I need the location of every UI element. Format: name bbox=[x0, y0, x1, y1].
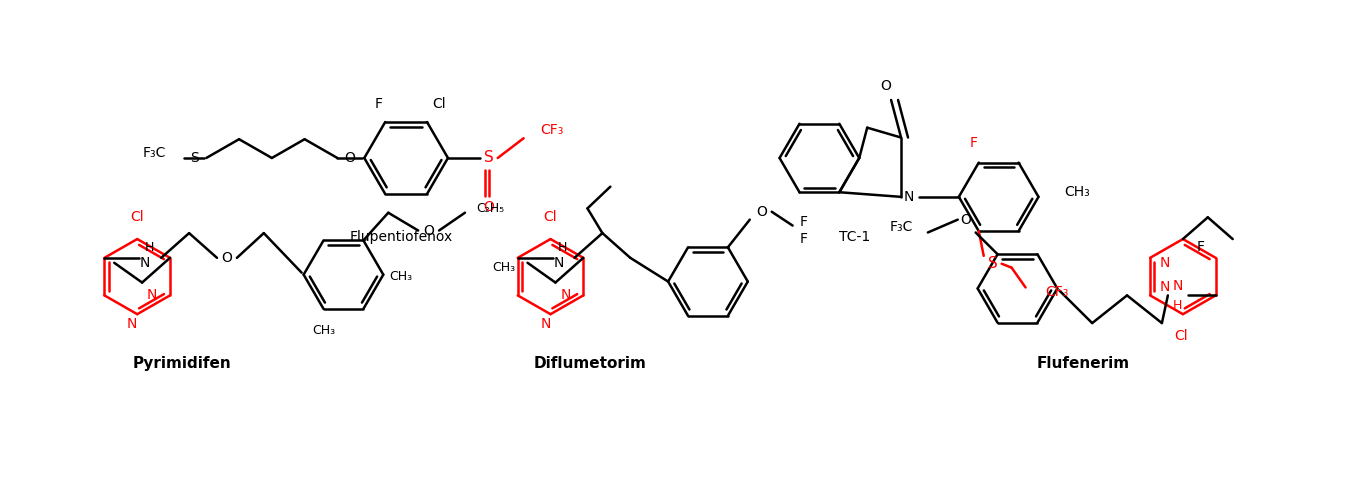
Text: F: F bbox=[800, 215, 808, 228]
Text: F: F bbox=[374, 97, 382, 111]
Text: F₃C: F₃C bbox=[143, 146, 166, 160]
Text: O: O bbox=[757, 205, 767, 219]
Text: CF₃: CF₃ bbox=[540, 123, 563, 137]
Text: N: N bbox=[540, 317, 551, 331]
Text: N: N bbox=[1161, 281, 1170, 295]
Text: N: N bbox=[561, 288, 570, 302]
Text: CF₃: CF₃ bbox=[1046, 285, 1069, 300]
Text: CH₃: CH₃ bbox=[312, 324, 335, 337]
Text: F₃C: F₃C bbox=[889, 220, 913, 234]
Text: CH₃: CH₃ bbox=[493, 261, 516, 274]
Text: N: N bbox=[1173, 279, 1183, 293]
Text: Pyrimidifen: Pyrimidifen bbox=[132, 356, 231, 371]
Text: H: H bbox=[1173, 299, 1182, 312]
Text: C₂H₅: C₂H₅ bbox=[476, 202, 504, 215]
Text: N: N bbox=[147, 288, 157, 302]
Text: S: S bbox=[190, 151, 199, 165]
Text: N: N bbox=[127, 317, 138, 331]
Text: Cl: Cl bbox=[432, 97, 446, 111]
Text: N: N bbox=[554, 256, 563, 270]
Text: Flufenerim: Flufenerim bbox=[1036, 356, 1129, 371]
Text: CH₃: CH₃ bbox=[1065, 185, 1090, 199]
Text: O: O bbox=[424, 224, 435, 238]
Text: O: O bbox=[345, 151, 355, 165]
Text: H: H bbox=[145, 242, 154, 254]
Text: H: H bbox=[558, 242, 567, 254]
Text: N: N bbox=[141, 256, 150, 270]
Text: F: F bbox=[1197, 240, 1205, 254]
Text: O: O bbox=[881, 79, 892, 93]
Text: F: F bbox=[800, 232, 808, 246]
Text: Cl: Cl bbox=[131, 210, 145, 225]
Text: Cl: Cl bbox=[543, 210, 558, 225]
Text: Cl: Cl bbox=[1174, 329, 1188, 343]
Text: Diflumetorim: Diflumetorim bbox=[534, 356, 647, 371]
Text: S: S bbox=[484, 150, 493, 166]
Text: CH₃: CH₃ bbox=[389, 270, 413, 283]
Text: Flupentiofenox: Flupentiofenox bbox=[350, 230, 453, 244]
Text: TC-1: TC-1 bbox=[839, 230, 870, 244]
Text: N: N bbox=[1161, 256, 1170, 270]
Text: O: O bbox=[961, 213, 971, 226]
Text: O: O bbox=[484, 201, 494, 214]
Text: O: O bbox=[222, 251, 232, 265]
Text: S: S bbox=[988, 256, 997, 271]
Text: F: F bbox=[970, 136, 978, 150]
Text: N: N bbox=[904, 190, 915, 204]
